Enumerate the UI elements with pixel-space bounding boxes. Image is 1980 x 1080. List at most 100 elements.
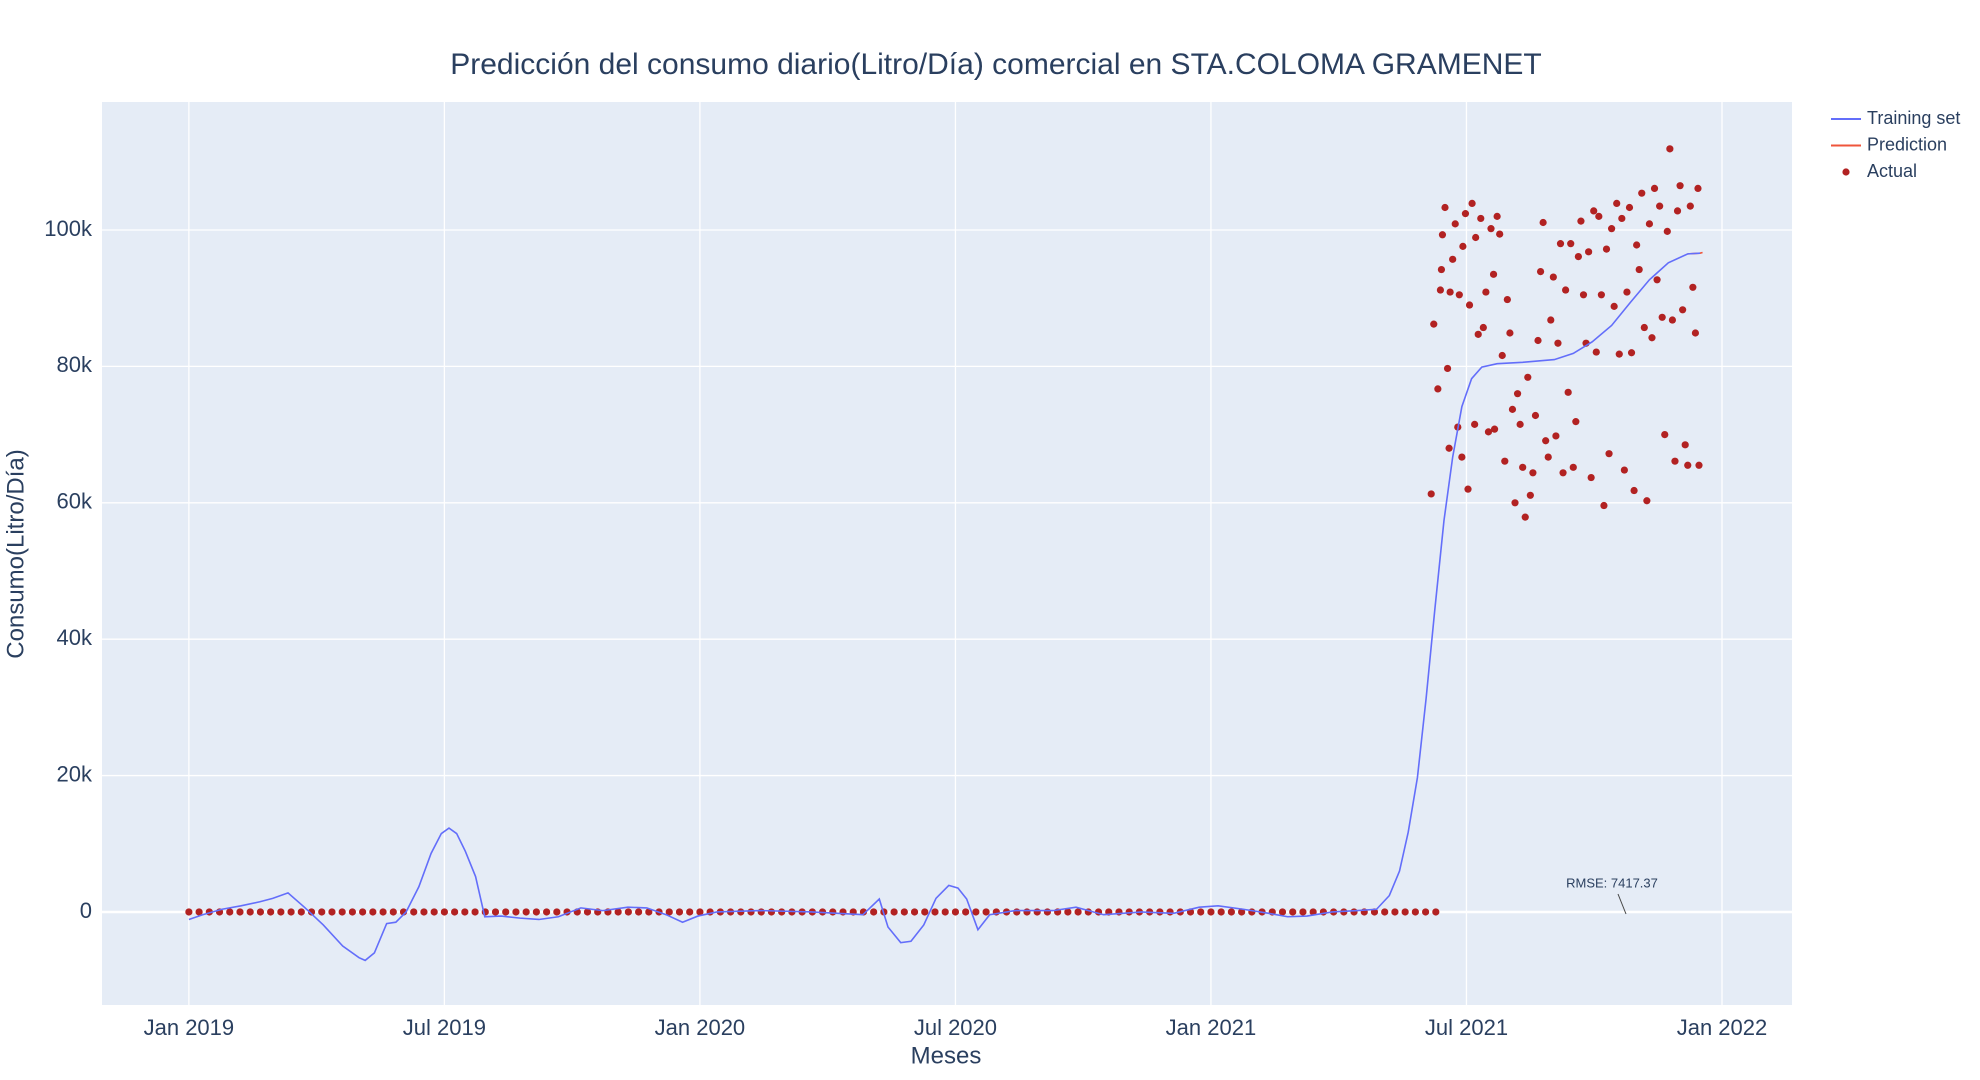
actual-point	[318, 908, 326, 916]
actual-point	[1461, 210, 1470, 218]
actual-point	[1681, 441, 1689, 449]
actual-point	[1013, 908, 1021, 916]
y-tick-label: 100k	[44, 216, 93, 241]
x-axis-title: Meses	[911, 1042, 982, 1069]
actual-point	[859, 908, 868, 916]
actual-point	[491, 908, 500, 916]
actual-point	[1615, 350, 1623, 358]
actual-point	[1023, 908, 1031, 916]
actual-point	[1567, 240, 1575, 248]
actual-point	[1506, 329, 1514, 337]
actual-point	[256, 908, 265, 916]
actual-point	[1472, 233, 1480, 242]
actual-point	[1554, 339, 1562, 347]
actual-point	[1498, 351, 1506, 360]
actual-point	[870, 908, 878, 916]
actual-point	[1430, 320, 1438, 328]
actual-point	[1656, 202, 1664, 210]
actual-point	[1661, 430, 1669, 439]
series-line	[188, 252, 1701, 962]
actual-point	[1217, 908, 1225, 916]
actual-point	[1432, 908, 1440, 916]
actual-point	[287, 908, 295, 916]
y-tick-label: 20k	[57, 761, 93, 786]
actual-point	[1459, 242, 1467, 250]
legend: Training set Prediction Actual	[1831, 108, 1960, 181]
actual-point	[941, 908, 949, 916]
actual-point	[1437, 265, 1446, 274]
actual-point	[982, 908, 990, 916]
y-tick-label: 40k	[57, 625, 93, 650]
actual-point	[1536, 268, 1545, 276]
actual-point	[1441, 203, 1449, 212]
annotation: RMSE: 7417.37	[1566, 875, 1658, 890]
actual-point	[1579, 291, 1588, 299]
actual-point	[1673, 207, 1682, 215]
actual-point	[972, 908, 980, 916]
actual-point	[1401, 908, 1409, 916]
x-tick-label: Jan 2020	[655, 1015, 746, 1040]
actual-point	[451, 908, 459, 916]
actual-point	[369, 908, 377, 916]
actual-point	[1493, 212, 1501, 220]
actual-point	[645, 908, 653, 916]
actual-point	[1590, 207, 1598, 215]
actual-point	[389, 908, 397, 916]
actual-point	[1197, 908, 1205, 916]
actual-point	[1635, 265, 1643, 274]
actual-point	[226, 908, 234, 916]
actual-point	[502, 908, 510, 916]
legend-label: Actual	[1867, 161, 1917, 181]
actual-point	[1695, 461, 1703, 469]
labels: Jan 2019 Jul 2019 Jan 2020 Jul 2020 Jan 2021…	[44, 216, 1767, 1040]
actual-point	[1595, 212, 1603, 220]
actual-point	[1451, 220, 1459, 228]
actual-point	[1479, 323, 1487, 332]
actual-point	[1033, 908, 1041, 916]
actual-point	[1608, 225, 1616, 233]
actual-point	[379, 908, 387, 916]
actual-point	[1633, 241, 1641, 249]
actual-point	[543, 908, 551, 916]
actual-point	[1381, 908, 1389, 916]
actual-point	[1166, 908, 1174, 916]
actual-point	[1694, 184, 1702, 193]
actual-point	[1539, 218, 1547, 227]
x-tick-label: Jul 2019	[403, 1015, 486, 1040]
actual-point	[1489, 270, 1498, 278]
actual-point	[1679, 306, 1687, 314]
actual-point	[1544, 453, 1552, 461]
actual-point	[1064, 908, 1072, 916]
actual-point	[1645, 220, 1654, 228]
plot-area	[102, 102, 1792, 1005]
legend-symbol	[1842, 168, 1850, 176]
actual-point	[1648, 334, 1656, 342]
actual-point	[1427, 490, 1435, 498]
actual-point	[1490, 425, 1499, 433]
y-tick-label: 60k	[57, 489, 93, 514]
actual-point	[696, 908, 704, 916]
actual-point	[1569, 463, 1577, 471]
actual-point	[338, 908, 346, 916]
actual-point	[1436, 286, 1445, 294]
actual-point	[1519, 463, 1527, 471]
actual-point	[1549, 273, 1557, 281]
x-tick-label: Jan 2021	[1166, 1015, 1257, 1040]
actual-point	[277, 908, 285, 916]
actual-point	[1623, 288, 1631, 296]
actual-point	[1643, 497, 1651, 505]
y-tick-label: 0	[80, 898, 92, 923]
actual-point	[1592, 348, 1600, 356]
actual-point	[1529, 469, 1537, 477]
y-tick-label: 80k	[57, 352, 93, 377]
actual-point	[890, 908, 898, 916]
actual-point	[675, 908, 684, 916]
actual-point	[1464, 485, 1472, 493]
actual-point	[440, 908, 448, 916]
actual-point	[471, 908, 479, 916]
y-axis-title: Consumo(Litro/Día)	[2, 449, 29, 658]
actual-point	[757, 908, 765, 916]
actual-point	[1474, 330, 1482, 338]
